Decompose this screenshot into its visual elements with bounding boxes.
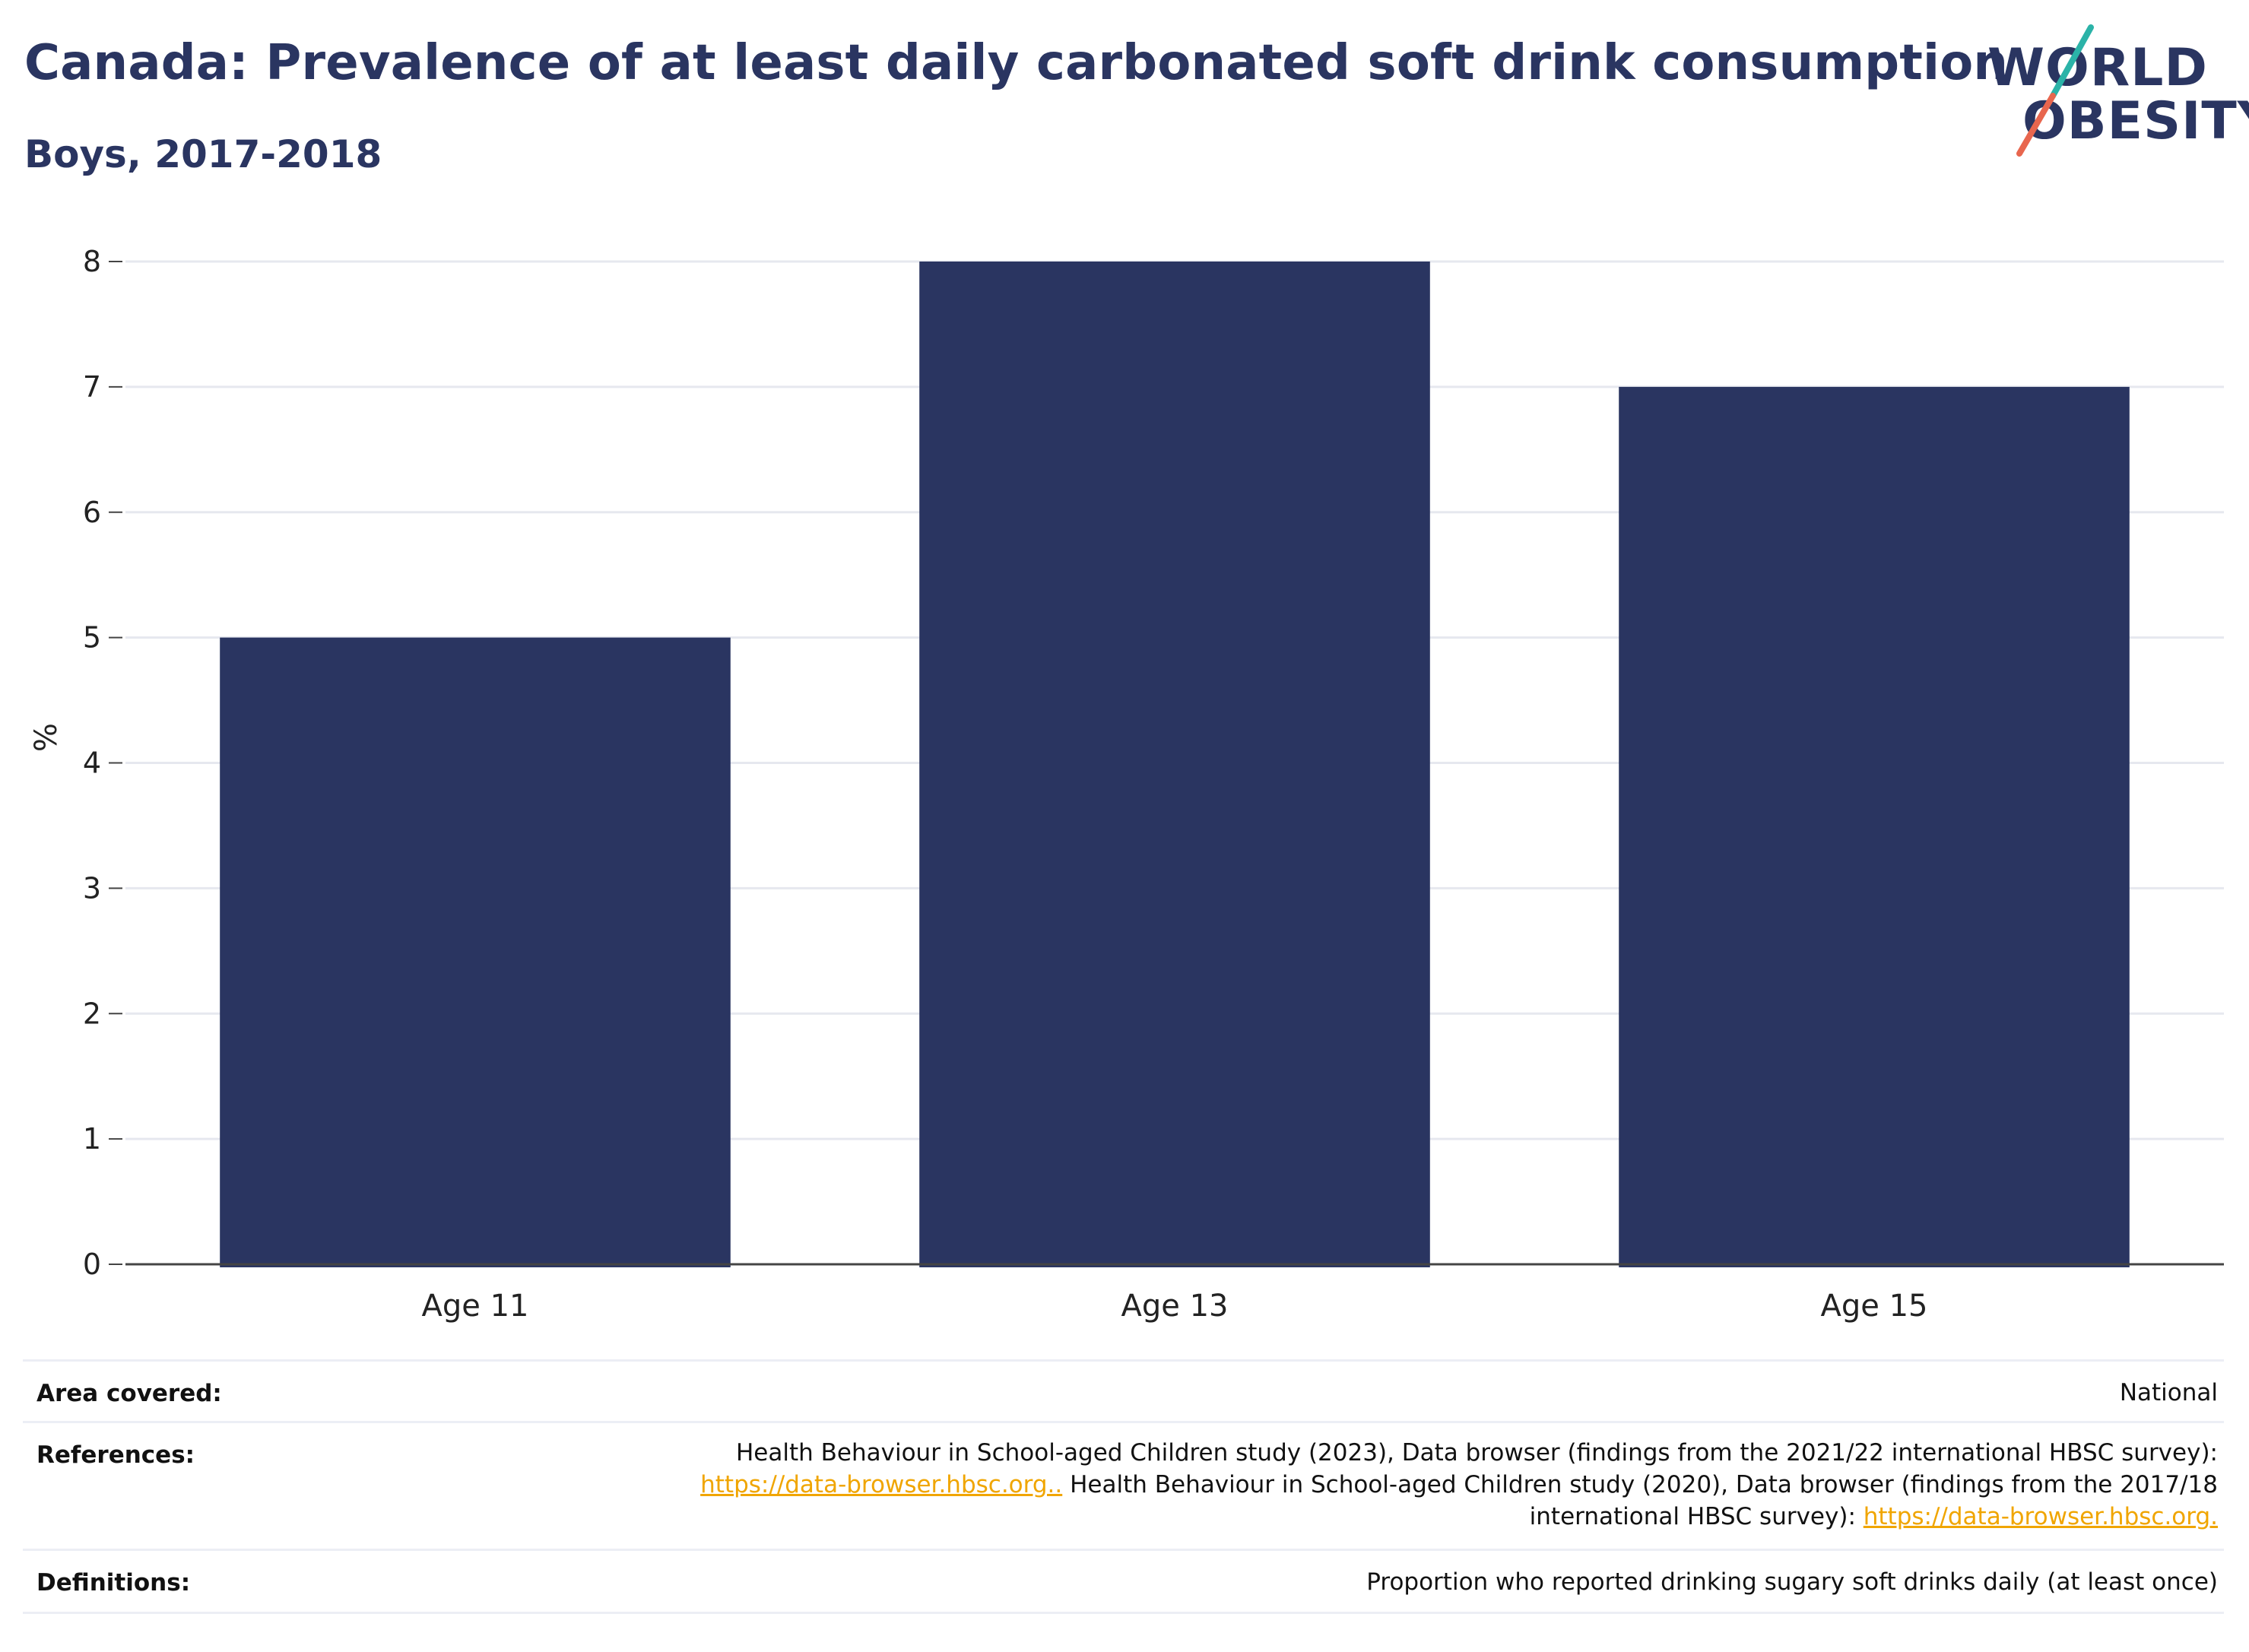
y-tick-label: 4 xyxy=(83,747,101,780)
y-tick-label: 3 xyxy=(83,871,101,905)
logo-line-obesity: OBESITY xyxy=(2022,91,2249,151)
x-tick-label: Age 15 xyxy=(1821,1289,1928,1324)
info-row-area: Area covered: National xyxy=(23,1359,2224,1421)
area-label: Area covered: xyxy=(36,1380,222,1407)
info-table: Area covered: National References: Healt… xyxy=(23,1359,2224,1614)
y-tick-label: 8 xyxy=(83,245,101,278)
y-tick-label: 2 xyxy=(83,997,101,1030)
bar-age-15 xyxy=(1619,386,2130,1267)
logo-slash-icon xyxy=(2016,24,2094,157)
chart-title: Canada: Prevalence of at least daily car… xyxy=(24,35,2009,91)
bar-age-11 xyxy=(220,637,731,1267)
references-line-2: https://data-browser.hbsc.org.. Health B… xyxy=(700,1469,2218,1501)
reference-link-2[interactable]: https://data-browser.hbsc.org. xyxy=(1863,1503,2218,1530)
references-line-3-text: international HBSC survey): xyxy=(1529,1503,1864,1530)
y-tick-label: 5 xyxy=(83,621,101,655)
references-line-1: Health Behaviour in School-aged Children… xyxy=(736,1439,2218,1467)
y-axis-label: % xyxy=(29,723,64,752)
definitions-label: Definitions: xyxy=(36,1569,191,1597)
axes: 0 1 2 3 4 5 6 7 8 Age 11 Age 13 Age 15 xyxy=(83,245,2224,1324)
y-tick-label: 7 xyxy=(83,370,101,404)
y-tick-label: 6 xyxy=(83,496,101,529)
bars xyxy=(220,262,2130,1267)
y-tick-label: 1 xyxy=(83,1122,101,1156)
area-value: National xyxy=(2119,1379,2218,1406)
references-line-2-text: Health Behaviour in School-aged Children… xyxy=(1062,1471,2218,1498)
references-label: References: xyxy=(36,1441,195,1469)
x-tick-label: Age 11 xyxy=(422,1289,529,1324)
world-obesity-logo: WORLD OBESITY xyxy=(1977,20,2249,164)
references-value: Health Behaviour in School-aged Children… xyxy=(700,1437,2224,1533)
y-tick-label: 0 xyxy=(83,1248,101,1281)
logo-line-world: WORLD xyxy=(1987,38,2208,98)
bar-age-13 xyxy=(919,262,1430,1267)
reference-link-1[interactable]: https://data-browser.hbsc.org.. xyxy=(700,1471,1063,1498)
chart-subtitle: Boys, 2017-2018 xyxy=(24,132,382,176)
info-row-references: References: Health Behaviour in School-a… xyxy=(23,1421,2224,1549)
bar-chart: 0 1 2 3 4 5 6 7 8 Age 11 Age 13 Age 15 % xyxy=(29,245,2224,1324)
definitions-value: Proportion who reported drinking sugary … xyxy=(1366,1568,2218,1596)
info-row-definitions: Definitions: Proportion who reported dri… xyxy=(23,1549,2224,1614)
references-line-3: international HBSC survey): https://data… xyxy=(700,1501,2218,1533)
x-tick-label: Age 13 xyxy=(1121,1289,1229,1324)
